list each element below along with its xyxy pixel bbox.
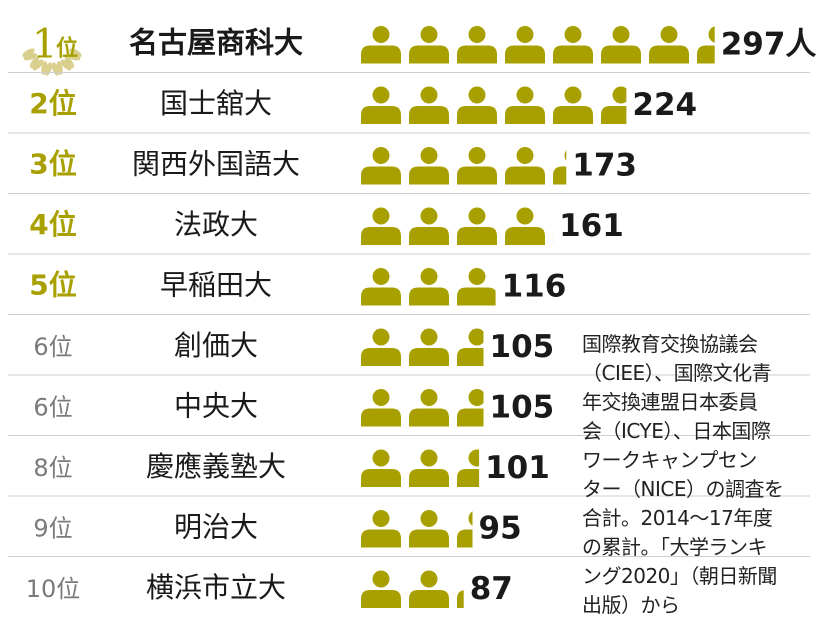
university-name: 明治大 bbox=[174, 510, 258, 543]
value-label: 161 bbox=[559, 208, 624, 244]
person-icon bbox=[409, 26, 449, 64]
person-icon-bar bbox=[361, 449, 480, 487]
value-label: 224 bbox=[632, 87, 697, 123]
person-icon bbox=[361, 26, 401, 64]
value-label: 87 bbox=[470, 571, 513, 607]
person-icon bbox=[553, 26, 593, 64]
rank-label: 5位 bbox=[29, 268, 76, 301]
person-icon bbox=[361, 268, 401, 306]
university-name: 名古屋商科大 bbox=[129, 25, 303, 59]
person-icon bbox=[409, 389, 449, 427]
person-icon bbox=[505, 86, 545, 124]
rank-label: 4位 bbox=[29, 208, 76, 241]
person-icon bbox=[361, 389, 401, 427]
person-icon bbox=[601, 26, 641, 64]
person-icon bbox=[361, 86, 401, 124]
person-icon-bar bbox=[361, 268, 496, 306]
person-icon bbox=[361, 328, 401, 366]
person-icon bbox=[505, 207, 545, 245]
person-icon bbox=[457, 26, 497, 64]
university-name: 関西外国語大 bbox=[132, 147, 300, 180]
person-icon bbox=[409, 328, 449, 366]
person-icon-bar bbox=[361, 389, 484, 427]
university-name: 中央大 bbox=[174, 389, 258, 422]
value-label: 297人 bbox=[721, 26, 817, 62]
person-icon bbox=[649, 26, 689, 64]
rank-label: 6位 bbox=[33, 333, 72, 361]
person-icon bbox=[409, 510, 449, 548]
person-icon bbox=[409, 268, 449, 306]
value-label: 101 bbox=[485, 450, 550, 486]
person-icon-bar bbox=[361, 510, 473, 548]
rank-label: 10位 bbox=[26, 575, 81, 603]
person-icon bbox=[409, 147, 449, 185]
person-icon bbox=[361, 207, 401, 245]
university-name: 国士舘大 bbox=[160, 87, 272, 120]
rank-label: 2位 bbox=[29, 87, 76, 120]
university-name: 創価大 bbox=[174, 329, 258, 362]
university-name: 早稲田大 bbox=[160, 268, 272, 301]
person-icon bbox=[409, 449, 449, 487]
person-icon-bar bbox=[361, 328, 484, 366]
value-label: 105 bbox=[490, 329, 555, 365]
person-icon bbox=[457, 268, 496, 306]
person-icon bbox=[409, 86, 449, 124]
rank-suffix: 位 bbox=[56, 35, 78, 61]
university-name: 法政大 bbox=[174, 208, 258, 241]
person-icon-bar bbox=[361, 86, 627, 124]
person-icon bbox=[457, 207, 497, 245]
rank-label: 8位 bbox=[33, 454, 72, 482]
value-label: 116 bbox=[502, 268, 567, 304]
person-icon bbox=[505, 147, 545, 185]
person-icon bbox=[361, 570, 401, 608]
person-icon-bar bbox=[361, 26, 715, 64]
rank-label: 3位 bbox=[29, 147, 76, 180]
university-name: 慶應義塾大 bbox=[146, 450, 286, 483]
value-label: 95 bbox=[479, 510, 522, 546]
person-icon bbox=[505, 26, 545, 64]
person-icon bbox=[409, 207, 449, 245]
person-icon-bar bbox=[361, 147, 567, 185]
person-icon bbox=[361, 449, 401, 487]
value-label: 173 bbox=[572, 147, 637, 183]
source-note: 国際教育交換協議会 （CIEE）、国際文化青 年交換連盟日本委員 会（ICYE）… bbox=[582, 332, 784, 617]
person-icon bbox=[361, 510, 401, 548]
person-icon bbox=[457, 86, 497, 124]
rank-label: 9位 bbox=[33, 514, 72, 542]
value-label: 105 bbox=[490, 389, 555, 425]
rank-label: 6位 bbox=[33, 393, 72, 421]
person-icon bbox=[409, 570, 449, 608]
person-icon bbox=[553, 86, 593, 124]
university-name: 横浜市立大 bbox=[146, 571, 286, 604]
person-icon bbox=[457, 147, 497, 185]
person-icon bbox=[361, 147, 401, 185]
rank-label: 1 bbox=[32, 21, 57, 67]
